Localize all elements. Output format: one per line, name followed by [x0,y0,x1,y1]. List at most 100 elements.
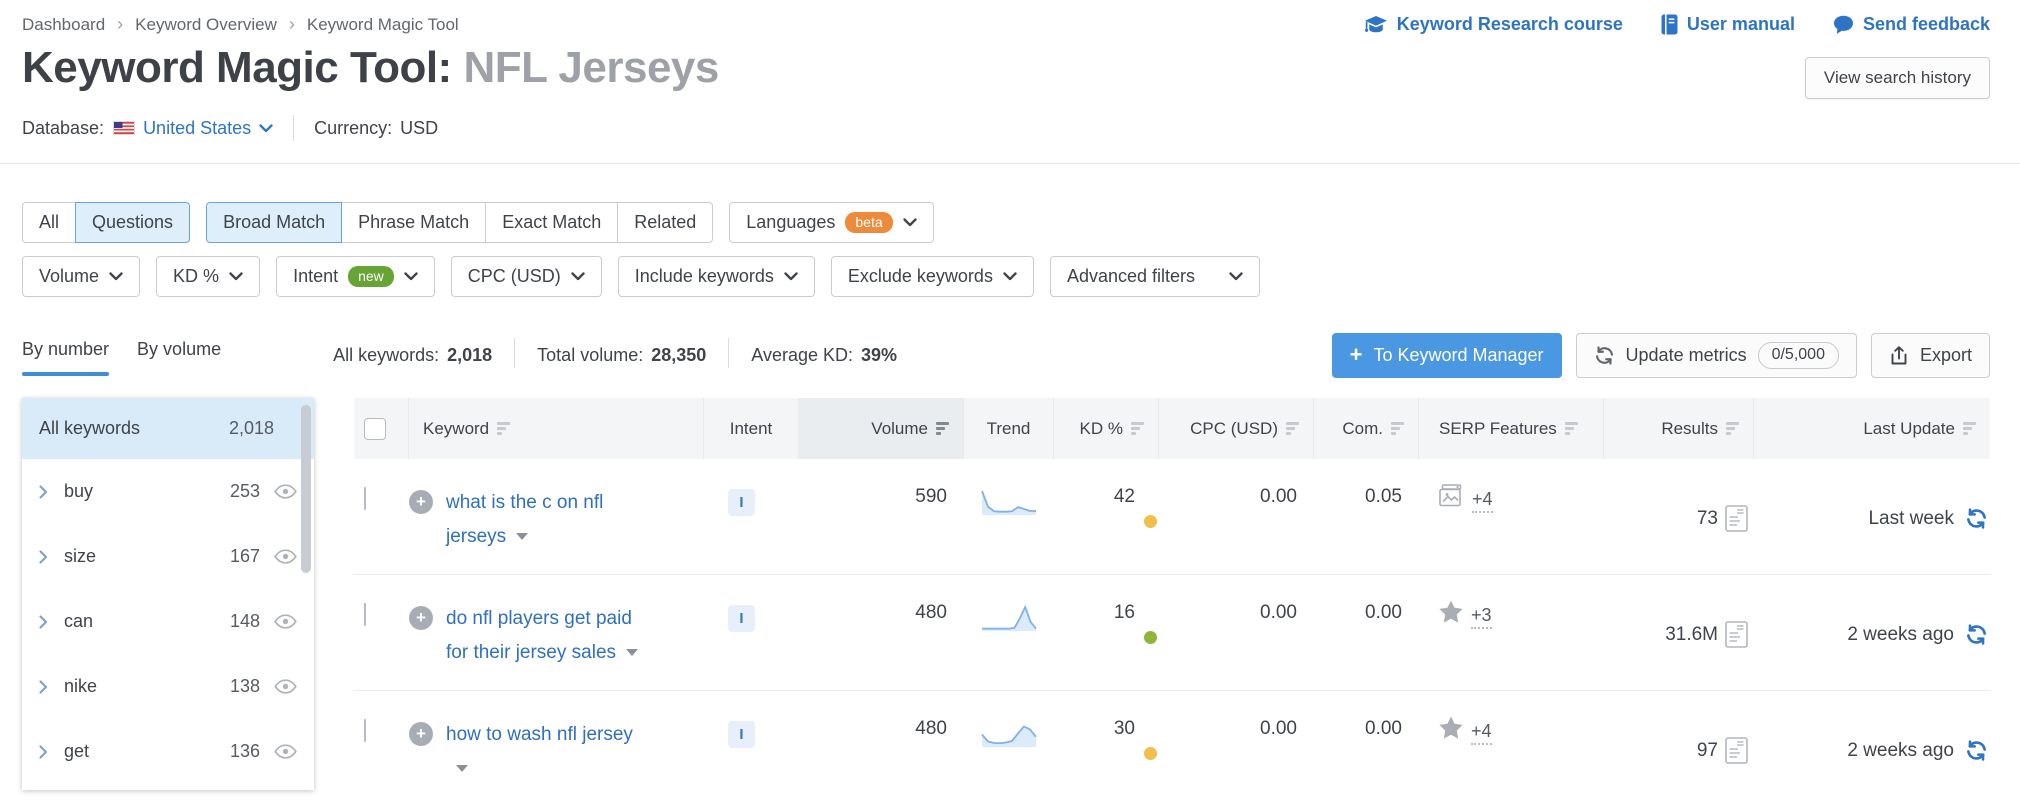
advanced-filters-dropdown[interactable]: Advanced filters [1049,256,1261,297]
row-checkbox[interactable] [364,719,366,742]
total-volume-value: 28,350 [651,344,707,365]
serp-preview-icon[interactable] [1725,737,1748,764]
export-button[interactable]: Export [1870,333,1990,378]
user-manual-link[interactable]: User manual [1661,14,1795,35]
serp-features-more-link[interactable]: +4 [1472,487,1493,514]
cpc-filter-dropdown[interactable]: CPC (USD) [450,256,602,297]
row-checkbox[interactable] [364,603,366,626]
trend-sparkline [982,605,1037,631]
add-keyword-icon[interactable]: + [409,722,433,746]
add-keyword-icon[interactable]: + [409,490,433,514]
add-keyword-icon[interactable]: + [409,606,433,630]
refresh-icon[interactable] [1965,623,1988,646]
eye-icon[interactable] [274,484,297,499]
sidebar-item-get[interactable]: get 136 [22,719,314,784]
sort-icon[interactable] [1286,422,1299,435]
caret-down-icon[interactable] [456,765,468,773]
languages-dropdown[interactable]: Languages beta [729,202,934,243]
keyword-link[interactable]: do nfl players get paid for their jersey… [446,602,646,670]
keyword-research-course-link[interactable]: Keyword Research course [1364,14,1623,35]
sidebar-item-can[interactable]: can 148 [22,589,314,654]
intent-badge[interactable]: I [728,721,755,748]
filter-questions[interactable]: Questions [75,202,191,243]
sort-icon[interactable] [1391,422,1404,435]
kd-dot-icon [1144,514,1157,528]
chevron-down-icon [902,218,917,227]
breadcrumb-keyword-magic-tool: Keyword Magic Tool [289,14,459,35]
tab-by-number[interactable]: By number [22,339,110,376]
column-header-kd[interactable]: KD % [1054,398,1159,459]
sidebar-item-nike[interactable]: nike 138 [22,654,314,719]
view-search-history-button[interactable]: View search history [1804,57,1990,99]
cpc-value: 0.00 [1260,486,1297,507]
page-title: Keyword Magic Tool: NFL Jerseys [22,43,719,92]
table-row: + how to wash nfl jersey I 480 30 0.00 0… [354,691,1990,800]
filter-phrase-match[interactable]: Phrase Match [341,202,487,243]
filter-exact-match[interactable]: Exact Match [485,202,619,243]
column-header-serp-features[interactable]: SERP Features [1419,398,1604,459]
tab-by-volume[interactable]: By volume [137,339,222,359]
image-icon [1439,484,1464,507]
select-all-checkbox[interactable] [364,417,386,440]
sort-tabs: By number By volume [22,339,221,376]
filter-all[interactable]: All [22,202,77,243]
intent-badge[interactable]: I [728,489,755,516]
column-header-com[interactable]: Com. [1314,398,1419,459]
breadcrumb: Dashboard Keyword Overview Keyword Magic… [22,14,459,35]
sidebar-scrollbar[interactable] [301,405,311,573]
sidebar-item-size[interactable]: size 167 [22,524,314,589]
sort-icon[interactable] [497,422,511,435]
send-feedback-link[interactable]: Send feedback [1833,14,1990,35]
volume-filter-dropdown[interactable]: Volume [22,256,141,297]
eye-icon[interactable] [274,679,297,694]
eye-icon[interactable] [274,549,297,564]
database-bar: Database: United States Currency: USD [0,99,2020,141]
refresh-icon[interactable] [1965,739,1988,762]
breadcrumb-dashboard[interactable]: Dashboard [22,14,106,34]
serp-preview-icon[interactable] [1725,505,1748,532]
column-header-keyword[interactable]: Keyword [409,398,704,459]
include-keywords-dropdown[interactable]: Include keywords [617,256,815,297]
us-flag-icon [113,121,136,135]
sort-icon[interactable] [1131,422,1144,435]
kd-filter-dropdown[interactable]: KD % [156,256,261,297]
to-keyword-manager-button[interactable]: + To Keyword Manager [1331,333,1562,378]
refresh-icon[interactable] [1965,507,1988,530]
caret-down-icon[interactable] [626,649,639,657]
sort-icon[interactable] [1726,422,1739,435]
last-update-value: 2 weeks ago [1847,623,1954,645]
update-metrics-button[interactable]: Update metrics 0/5,000 [1575,333,1857,378]
serp-preview-icon[interactable] [1725,621,1748,648]
cpc-value: 0.00 [1260,602,1297,623]
sort-icon[interactable] [936,422,949,435]
column-header-results[interactable]: Results [1604,398,1754,459]
caret-down-icon[interactable] [516,533,529,541]
eye-icon[interactable] [274,614,297,629]
row-checkbox[interactable] [364,487,366,510]
keyword-link[interactable]: how to wash nfl jersey [446,718,646,786]
serp-features-more-link[interactable]: +3 [1471,603,1492,630]
eye-icon[interactable] [274,744,297,759]
sidebar-all-keywords[interactable]: All keywords 2,018 [22,398,314,459]
exclude-keywords-dropdown[interactable]: Exclude keywords [830,256,1034,297]
serp-features-more-link[interactable]: +4 [1471,719,1492,746]
intent-filter-dropdown[interactable]: Intent new [276,256,435,297]
column-header-cpc[interactable]: CPC (USD) [1159,398,1314,459]
breadcrumb-keyword-overview[interactable]: Keyword Overview [117,14,277,35]
average-kd-label: Average KD: [751,344,854,365]
sort-icon[interactable] [1564,422,1578,435]
sidebar-item-buy[interactable]: buy 253 [22,459,314,524]
filter-broad-match[interactable]: Broad Match [206,202,343,243]
filter-related[interactable]: Related [617,202,714,243]
column-header-volume[interactable]: Volume [799,398,964,459]
trend-sparkline [981,725,1037,747]
keyword-link[interactable]: what is the c on nfl jerseys [446,492,604,547]
table-header: Keyword Intent Volume Trend KD % CPC (US… [354,398,1990,459]
top-bar: Dashboard Keyword Overview Keyword Magic… [0,0,2020,35]
sort-icon[interactable] [1963,422,1976,435]
database-selector[interactable]: United States [113,118,273,139]
star-icon [1439,600,1463,623]
column-header-last-update[interactable]: Last Update [1754,398,1990,459]
group-count: 167 [229,546,260,566]
intent-badge[interactable]: I [728,605,755,632]
